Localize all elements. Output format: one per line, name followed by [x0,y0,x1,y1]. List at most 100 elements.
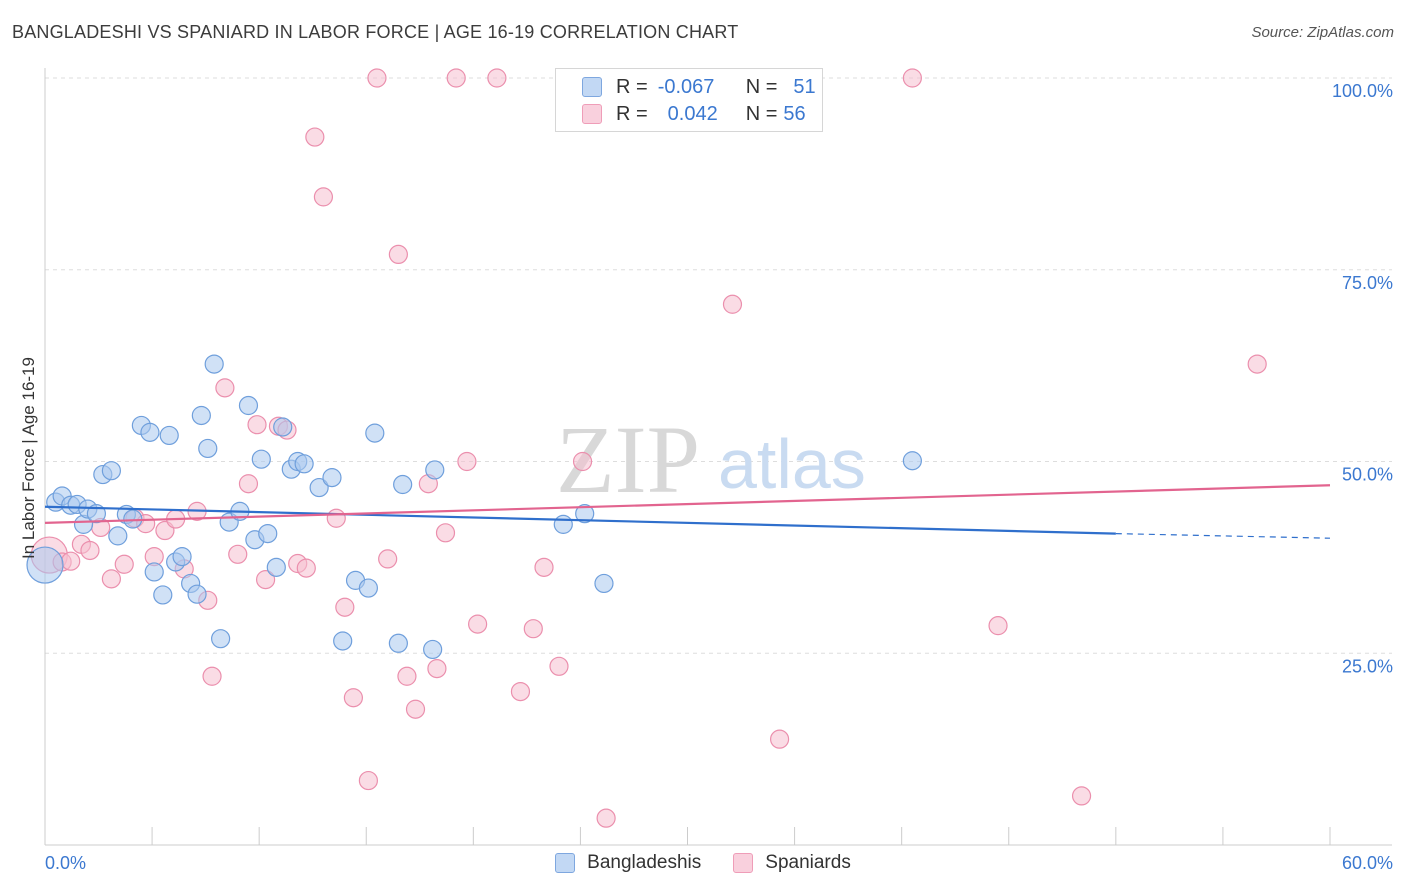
point-bangladeshi [902,451,922,471]
legend-row-bangladeshis: R = -0.067 N = 51 [582,74,816,100]
point-spaniard [114,554,134,574]
point-spaniard [326,508,346,528]
legend-r-value: 0.042 [667,102,718,125]
point-spaniard [468,614,488,634]
point-bangladeshi [108,526,128,546]
point-bangladeshi [365,423,385,443]
x-tick-label: 0.0% [45,853,86,873]
point-bangladeshi [309,477,329,498]
x-tick-label: 60.0% [1342,853,1393,873]
point-spaniard [510,681,531,702]
point-spaniard [215,378,235,398]
point-spaniard [769,729,790,749]
point-bangladeshi [575,504,595,524]
point-spaniard [335,597,355,617]
point-spaniard [313,187,334,207]
point-spaniard [378,549,398,569]
point-bangladeshi [153,585,173,605]
point-bangladeshi [388,633,408,653]
point-spaniard [988,616,1008,636]
point-spaniard [722,294,743,314]
trend-line-spaniards [44,484,1331,524]
point-spaniard [101,569,121,589]
point-spaniard [487,68,507,88]
point-bangladeshi [258,523,278,544]
point-bangladeshi [423,639,443,660]
y-tick-label: 75.0% [1342,273,1393,293]
grid-lines [45,77,1392,654]
point-spaniard [247,415,267,435]
point-bangladeshi [594,573,614,594]
point-spaniard [446,68,466,88]
point-spaniard [296,558,316,578]
point-spaniard [1071,786,1092,806]
axes [44,68,1392,846]
point-bangladeshi [273,417,293,437]
point-bangladeshi [251,449,271,469]
point-spaniard [388,244,408,265]
point-bangladeshi [553,514,573,534]
legend-r-label: R = [616,102,648,125]
point-spaniard [427,658,447,679]
point-spaniard [358,770,378,791]
source-label: Source: ZipAtlas.com [1251,24,1394,41]
series-legend-bangladeshis[interactable]: Bangladeshis [555,852,701,874]
legend-r-value: -0.067 [657,75,715,98]
watermark-atlas: atlas [718,425,866,503]
legend-row-spaniards: R = 0.042 N = 56 [582,101,806,127]
correlation-legend: R = -0.067 N = 51 R = 0.042 N = 56 [555,68,823,132]
point-bangladeshi [187,584,207,604]
point-spaniard [1247,354,1267,374]
legend-n-value: 56 [783,102,806,125]
chart-title: BANGLADESHI VS SPANIARD IN LABOR FORCE |… [12,22,739,42]
y-tick-label: 50.0% [1342,465,1393,485]
point-spaniard [572,451,593,472]
point-bangladeshi [266,557,286,577]
series-swatch-blue [555,853,576,873]
point-spaniard [523,619,543,639]
legend-r-label: R = [616,75,648,98]
point-bangladeshi [101,461,121,481]
legend-n-label: N = [745,75,778,98]
point-bangladeshi [294,454,314,474]
trend-line-bangladeshis [44,505,1116,535]
series-legend-spaniards[interactable]: Spaniards [733,852,851,874]
point-bangladeshi [425,460,445,480]
point-bangladeshi [322,468,342,488]
point-bangladeshi [358,578,378,598]
legend-swatch-blue [582,77,602,97]
point-bangladeshi [211,629,231,649]
series-label: Bangladeshis [587,852,702,873]
series-swatch-pink [733,853,754,873]
point-spaniard [902,68,922,88]
point-spaniard [228,544,248,564]
legend-n-label: N = [745,102,778,125]
watermark: ZIP atlas [556,406,866,513]
y-tick-label: 25.0% [1342,656,1393,676]
point-bangladeshi [140,422,160,442]
trend-line-extension [1115,532,1331,539]
point-spaniard [367,68,387,88]
point-spaniard [343,688,363,708]
point-bangladeshi [333,631,353,651]
series-label: Spaniards [765,852,851,873]
point-bangladeshi [238,395,259,416]
point-spaniard [534,557,554,577]
point-spaniard [80,540,100,561]
point-spaniard [596,808,616,828]
tick-labels: 25.0% 50.0% 75.0% 100.0% 0.0% 60.0% [45,81,1393,873]
point-bangladeshi [204,354,224,374]
point-bangladeshi [159,425,179,446]
point-bangladeshi [172,547,192,567]
point-spaniard [61,551,81,571]
point-spaniard [202,666,222,686]
trend-lines [44,484,1331,539]
series-legend: Bangladeshis Spaniards [0,852,1406,874]
point-spaniard [255,570,276,590]
point-spaniard [238,474,259,494]
point-spaniard [405,699,426,719]
point-bangladeshi [144,562,164,582]
point-bangladeshi [26,546,64,584]
point-bangladeshi [198,438,218,459]
